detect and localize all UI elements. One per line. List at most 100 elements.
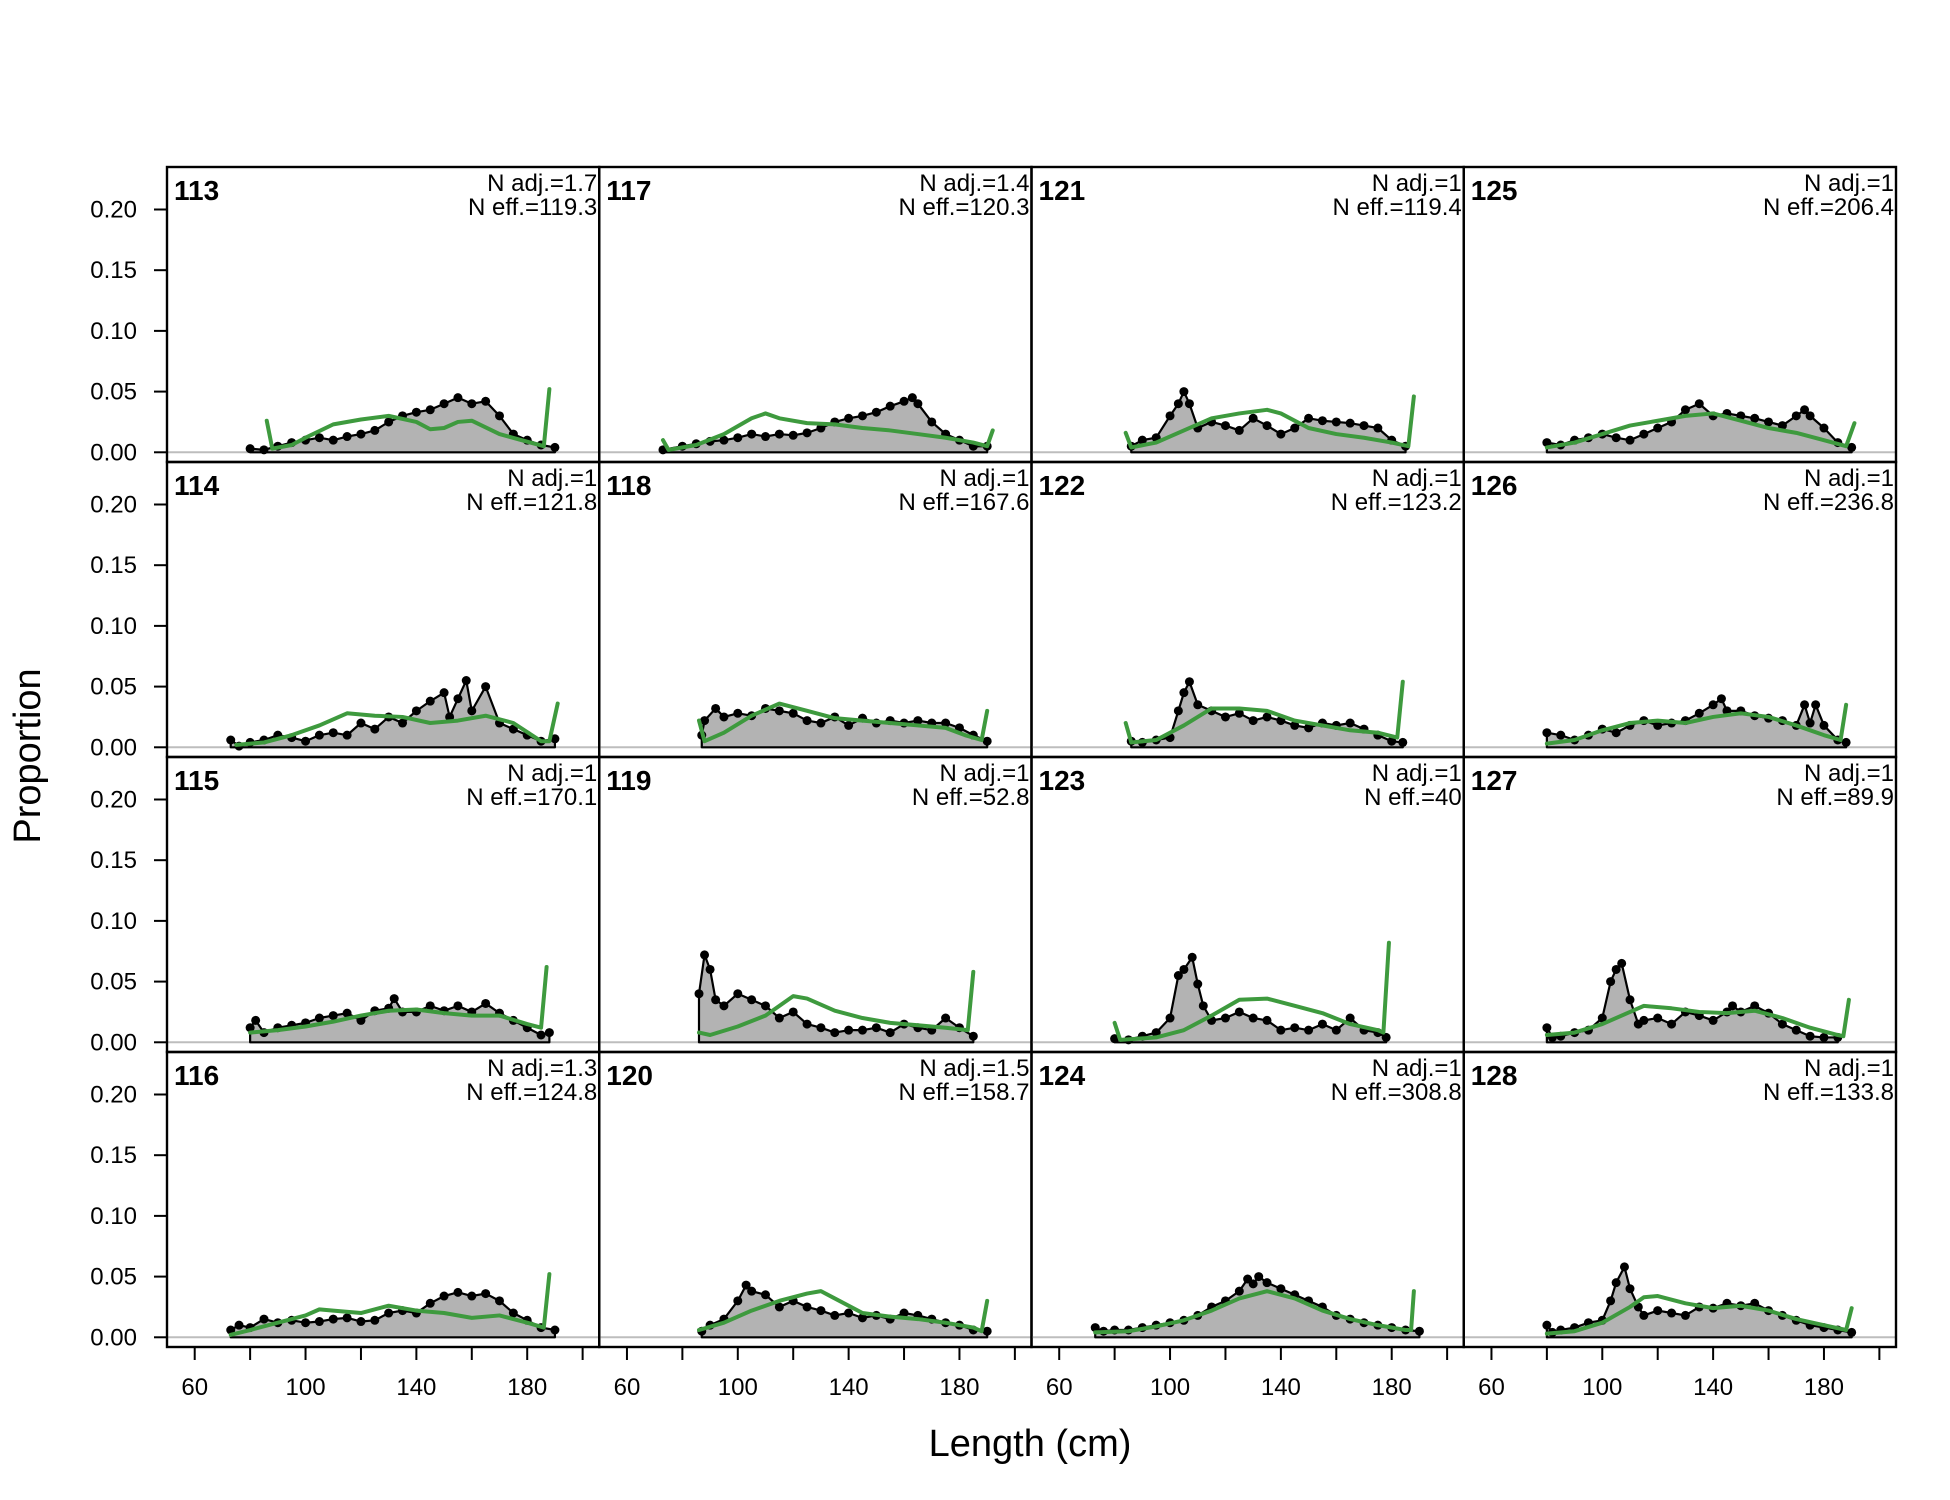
observed-point (251, 1015, 261, 1025)
observed-point (1234, 425, 1244, 435)
n-adj-label: N adj.=1 (507, 760, 597, 787)
observed-point (467, 706, 477, 716)
observed-point (968, 1031, 978, 1041)
n-adj-label: N adj.=1 (1804, 1055, 1894, 1082)
observed-point (1728, 1001, 1738, 1011)
observed-point (1173, 399, 1183, 409)
observed-point (1653, 1306, 1663, 1316)
n-eff-label: N eff.=170.1 (466, 784, 597, 811)
observed-point (1248, 413, 1258, 423)
panel-128: 128 N adj.=1N eff.=133.8 (1462, 1050, 1898, 1349)
observed-point (1234, 708, 1244, 718)
observed-point (1805, 1031, 1815, 1041)
observed-point (844, 1025, 854, 1035)
observed-point (885, 401, 895, 411)
observed-point (314, 730, 324, 740)
observed-point (1179, 387, 1189, 397)
observed-point (1359, 421, 1369, 431)
axes: 60 100 140 180 60 100 140 180 60 100 140 180 60 100 14… (90, 196, 1881, 1401)
x-tick-label: 100 (1582, 1374, 1622, 1401)
panel-119: 119 N adj.=1N eff.=52.8 (598, 755, 1033, 1054)
panel-123: 123 N adj.=1N eff.=40 (1030, 755, 1465, 1054)
observed-point (982, 1326, 992, 1336)
panel-label: 123 (1039, 765, 1086, 796)
observed-point (1542, 1023, 1552, 1033)
n-adj-label: N adj.=1.5 (919, 1055, 1029, 1082)
observed-point (356, 718, 366, 728)
observed-point (1805, 411, 1815, 421)
observed-point (1800, 700, 1810, 710)
observed-point (342, 1313, 352, 1323)
panel-122: 122 N adj.=1N eff.=123.2 (1030, 460, 1465, 759)
observed-point (1617, 958, 1627, 968)
observed-point (1611, 728, 1621, 738)
observed-point (1317, 1019, 1327, 1029)
n-adj-label: N adj.=1 (1804, 170, 1894, 197)
observed-point (871, 1023, 881, 1033)
observed-point (328, 1011, 338, 1021)
observed-point (761, 1001, 770, 1011)
n-adj-label: N adj.=1.4 (919, 170, 1029, 197)
observed-point (1193, 700, 1203, 710)
observed-point (314, 433, 324, 443)
observed-point (1819, 1032, 1829, 1042)
n-adj-label: N adj.=1 (1804, 760, 1894, 787)
observed-point (1090, 1323, 1100, 1333)
panel-label: 118 (606, 470, 651, 501)
n-eff-label: N eff.=124.8 (466, 1079, 597, 1106)
observed-point (1345, 718, 1355, 728)
observed-point (1791, 1025, 1801, 1035)
observed-point (1304, 1025, 1314, 1035)
observed-point (1262, 421, 1272, 431)
expected-line (1544, 1294, 1854, 1336)
y-tick-label: 0.20 (90, 491, 137, 518)
panel-label: 115 (174, 765, 219, 796)
observed-point (844, 720, 854, 730)
panel-label: 117 (606, 175, 651, 206)
observed-point (342, 1008, 352, 1018)
y-tick-label: 0.15 (90, 847, 137, 874)
observed-point (774, 1302, 784, 1312)
n-eff-label: N eff.=119.3 (468, 194, 597, 221)
observed-point (425, 405, 435, 415)
x-tick-label: 180 (507, 1374, 547, 1401)
observed-point (1248, 716, 1258, 726)
x-tick-label: 180 (1372, 1374, 1412, 1401)
n-adj-label: N adj.=1 (939, 465, 1029, 492)
n-adj-label: N adj.=1 (1804, 465, 1894, 492)
observed-point (941, 718, 951, 728)
observed-point (1345, 418, 1355, 428)
n-adj-label: N adj.=1 (1372, 170, 1462, 197)
observed-point (1639, 1310, 1649, 1320)
observed-point (1625, 995, 1635, 1005)
observed-point (802, 1302, 812, 1312)
observed-point (328, 435, 338, 445)
observed-point (816, 1306, 826, 1316)
observed-point (301, 736, 311, 746)
observed-point (1716, 694, 1726, 704)
observed-point (495, 1296, 504, 1306)
observed-point (1708, 700, 1718, 710)
x-tick-label: 180 (939, 1374, 979, 1401)
observed-point (1611, 433, 1621, 443)
observed-point (314, 1317, 324, 1327)
observed-point (425, 696, 435, 706)
observed-point (356, 1015, 366, 1025)
panel-label: 113 (174, 175, 219, 206)
expected-line (1093, 1289, 1416, 1335)
observed-point (536, 1030, 546, 1040)
n-eff-label: N eff.=236.8 (1763, 489, 1894, 516)
panel-124: 124 N adj.=1N eff.=308.8 (1030, 1050, 1465, 1349)
observed-point (1800, 405, 1810, 415)
observed-point (1345, 1013, 1355, 1023)
observed-point (1137, 435, 1147, 445)
observed-point (370, 724, 380, 734)
observed-point (913, 399, 923, 409)
observed-point (747, 429, 757, 439)
x-tick-label: 140 (396, 1374, 436, 1401)
observed-point (694, 989, 704, 999)
observed-point (342, 432, 352, 442)
n-eff-label: N eff.=158.7 (899, 1079, 1030, 1106)
